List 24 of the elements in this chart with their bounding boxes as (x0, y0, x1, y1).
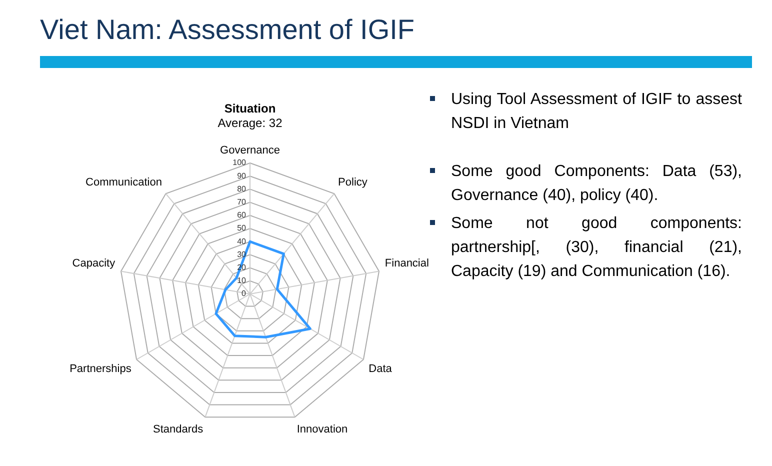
spoke-label: Data (368, 363, 393, 376)
y-tick-label: 40 (237, 236, 247, 246)
spoke-label: Policy (338, 176, 368, 188)
y-tick-label: 0 (242, 289, 247, 298)
spoke-label: Innovation (296, 423, 348, 436)
y-tick-label: 100 (232, 158, 247, 168)
spoke-label: Communication (86, 176, 162, 188)
spoke-label: Financial (384, 258, 429, 270)
text: Viet Nam: Assessment of IGIF (40, 14, 414, 46)
text: Some good Components: Data (53), Governance (40), policy (40). (451, 162, 742, 206)
spoke-label: Governance (220, 144, 280, 156)
y-tick-label: 90 (237, 171, 247, 180)
y-tick-label: 60 (237, 210, 247, 220)
chart-subtitle: Average: 32 (218, 116, 283, 130)
y-tick-label: 80 (237, 184, 247, 194)
text: Using Tool Assessment of IGIF to assest NSDI in Vietnam (451, 90, 742, 134)
chart-title: Situation (224, 102, 276, 116)
y-tick-label: 10 (237, 276, 247, 286)
y-tick-label: 50 (237, 224, 247, 233)
text: Some not good components: partnership[, (30), financial (21), Capacity (19) and Communication (16). (451, 214, 742, 282)
spoke-label: Partnerships (70, 363, 132, 376)
spoke-label: Capacity (72, 258, 116, 270)
spoke-label: Standards (152, 423, 204, 436)
y-tick-label: 70 (237, 198, 247, 207)
